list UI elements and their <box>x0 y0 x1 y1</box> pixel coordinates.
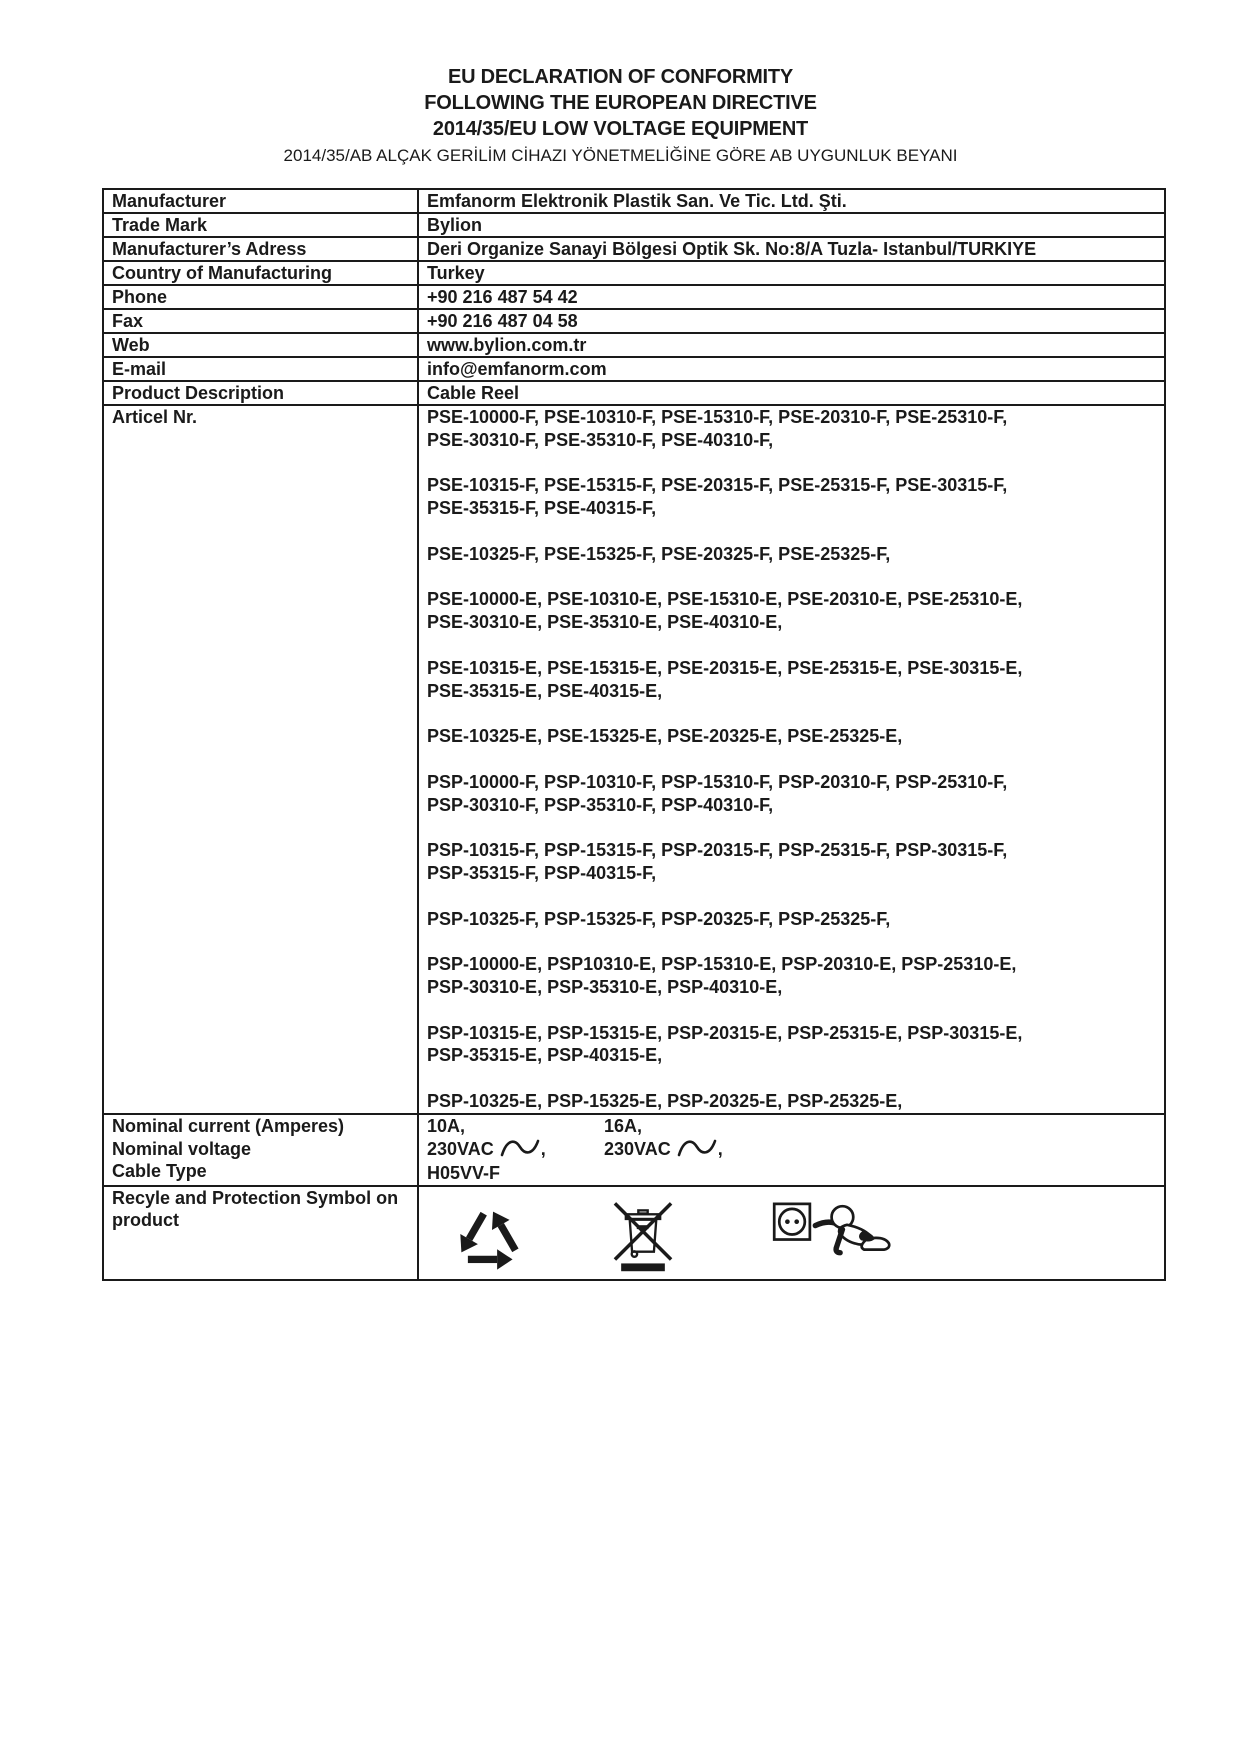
articel-line: PSP-10000-F, PSP-10310-F, PSP-15310-F, P… <box>427 771 1008 792</box>
recycle-icon <box>460 1211 519 1270</box>
articel-line <box>427 999 1156 1022</box>
table-row: Product Description Cable Reel <box>102 380 1166 406</box>
articel-line <box>427 748 1156 771</box>
comma: , <box>540 1138 546 1159</box>
document-header: EU DECLARATION OF CONFORMITY FOLLOWING T… <box>0 64 1241 169</box>
row-value: Bylion <box>417 212 1166 238</box>
comma: , <box>717 1138 723 1159</box>
row-label: Web <box>102 332 419 358</box>
row-label: Product Description <box>102 380 419 406</box>
articel-line: PSP-10315-F, PSP-15315-F, PSP-20315-F, P… <box>427 840 1008 861</box>
ac-sine-wave-icon <box>677 1139 717 1157</box>
table-row: E-mail info@emfanorm.com <box>102 356 1166 382</box>
articel-line <box>427 520 1156 543</box>
row-label: Fax <box>102 308 419 334</box>
current-16a: 16A, <box>604 1115 643 1136</box>
row-label: Manufacturer’s Adress <box>102 236 419 262</box>
row-label: Manufacturer <box>102 188 419 214</box>
voltage-group-2: 230VAC, <box>604 1139 723 1159</box>
title-line-3: 2014/35/EU LOW VOLTAGE EQUIPMENT <box>432 118 809 140</box>
row-value: www.bylion.com.tr <box>417 332 1166 358</box>
symbols-group <box>427 1188 1156 1278</box>
row-value: Emfanorm Elektronik Plastik San. Ve Tic.… <box>417 188 1166 214</box>
articel-row: Articel Nr. PSE-10000-F, PSE-10310-F, PS… <box>102 404 1166 1115</box>
symbols-label: Recyle and Protection Symbol on product <box>102 1184 419 1281</box>
row-label: E-mail <box>102 356 419 382</box>
articel-line: PSE-10315-E, PSE-15315-E, PSE-20315-E, P… <box>427 657 1023 678</box>
nominal-voltage-label: Nominal voltage <box>112 1138 252 1159</box>
row-value: Cable Reel <box>417 380 1166 406</box>
row-value: +90 216 487 04 58 <box>417 308 1166 334</box>
articel-line: PSP-10325-F, PSP-15325-F, PSP-20325-F, P… <box>427 908 891 929</box>
table-row: Phone +90 216 487 54 42 <box>102 284 1166 310</box>
articel-line: PSE-30310-F, PSE-35310-F, PSE-40310-F, <box>427 429 774 450</box>
table-row: Trade Mark Bylion <box>102 212 1166 238</box>
symbols-cell <box>417 1184 1166 1281</box>
articel-line: PSE-10325-F, PSE-15325-F, PSE-20325-F, P… <box>427 543 891 564</box>
title-line-1: EU DECLARATION OF CONFORMITY <box>447 66 794 88</box>
articel-line: PSE-10315-F, PSE-15315-F, PSE-20315-F, P… <box>427 475 1008 496</box>
nominal-labels: Nominal current (Amperes) Nominal voltag… <box>102 1112 419 1187</box>
articel-line <box>427 1067 1156 1090</box>
nominal-values: 10A, 16A, 230VAC, 230VAC, H05VV-F <box>417 1112 1166 1187</box>
articel-line: PSP-10315-E, PSP-15315-E, PSP-20315-E, P… <box>427 1022 1023 1043</box>
voltage-group-1: 230VAC, <box>427 1138 604 1162</box>
articel-line: PSP-10325-E, PSP-15325-E, PSP-20325-E, P… <box>427 1090 903 1111</box>
articel-line: PSP-30310-E, PSP-35310-E, PSP-40310-E, <box>427 976 783 997</box>
current-10a: 10A, <box>427 1115 466 1136</box>
voltage-230vac-1: 230VAC <box>427 1138 494 1159</box>
nominal-row: Nominal current (Amperes) Nominal voltag… <box>102 1112 1166 1187</box>
articel-line: PSE-30310-E, PSE-35310-E, PSE-40310-E, <box>427 612 783 633</box>
articel-label: Articel Nr. <box>102 404 419 1115</box>
articel-line <box>427 634 1156 657</box>
declaration-table: Manufacturer Emfanorm Elektronik Plastik… <box>102 188 1166 1281</box>
row-value: info@emfanorm.com <box>417 356 1166 382</box>
articel-line: PSE-10000-F, PSE-10310-F, PSE-15310-F, P… <box>427 407 1008 427</box>
articel-line <box>427 702 1156 725</box>
articel-line <box>427 566 1156 589</box>
articel-line <box>427 885 1156 908</box>
row-value: +90 216 487 54 42 <box>417 284 1166 310</box>
weee-crossed-bin-icon <box>613 1201 673 1271</box>
title-line-4-turkish: 2014/35/AB ALÇAK GERİLİM CİHAZI YÖNETMEL… <box>283 146 958 165</box>
nominal-current-values: 10A, 16A, <box>427 1115 1156 1138</box>
row-value: Deri Organize Sanayi Bölgesi Optik Sk. N… <box>417 236 1166 262</box>
articel-line: PSE-35315-E, PSE-40315-E, <box>427 680 663 701</box>
table-row: Fax +90 216 487 04 58 <box>102 308 1166 334</box>
table-row: Manufacturer’s Adress Deri Organize Sana… <box>102 236 1166 262</box>
articel-line <box>427 816 1156 839</box>
nominal-current-label: Nominal current (Amperes) <box>112 1115 345 1136</box>
table-row: Manufacturer Emfanorm Elektronik Plastik… <box>102 188 1166 214</box>
title-line-2: FOLLOWING THE EUROPEAN DIRECTIVE <box>424 92 817 114</box>
voltage-230vac-2: 230VAC <box>604 1138 671 1159</box>
row-label: Trade Mark <box>102 212 419 238</box>
table-row: Country of Manufacturing Turkey <box>102 260 1166 286</box>
symbols-row: Recyle and Protection Symbol on product <box>102 1184 1166 1281</box>
articel-line: PSE-10000-E, PSE-10310-E, PSE-15310-E, P… <box>427 589 1023 610</box>
articel-line: PSP-35315-E, PSP-40315-E, <box>427 1045 663 1066</box>
articel-line: PSP-30310-F, PSP-35310-F, PSP-40310-F, <box>427 794 774 815</box>
table-row: Web www.bylion.com.tr <box>102 332 1166 358</box>
articel-line: PSP-35315-F, PSP-40315-F, <box>427 862 657 883</box>
cable-type-value: H05VV-F <box>427 1162 501 1183</box>
ac-sine-wave-icon <box>500 1139 540 1157</box>
articel-line <box>427 452 1156 475</box>
row-label: Phone <box>102 284 419 310</box>
articel-line: PSE-35315-F, PSE-40315-F, <box>427 498 657 519</box>
row-label: Country of Manufacturing <box>102 260 419 286</box>
nominal-voltage-values: 230VAC, 230VAC, <box>427 1138 1156 1162</box>
cable-type-label: Cable Type <box>112 1161 207 1182</box>
articel-line: PSE-10325-E, PSE-15325-E, PSE-20325-E, P… <box>427 726 903 747</box>
row-value: Turkey <box>417 260 1166 286</box>
articel-line <box>427 930 1156 953</box>
articel-values: PSE-10000-F, PSE-10310-F, PSE-15310-F, P… <box>417 404 1166 1115</box>
socket-child-protection-icon <box>772 1202 891 1255</box>
articel-line: PSP-10000-E, PSP10310-E, PSP-15310-E, PS… <box>427 954 1017 975</box>
